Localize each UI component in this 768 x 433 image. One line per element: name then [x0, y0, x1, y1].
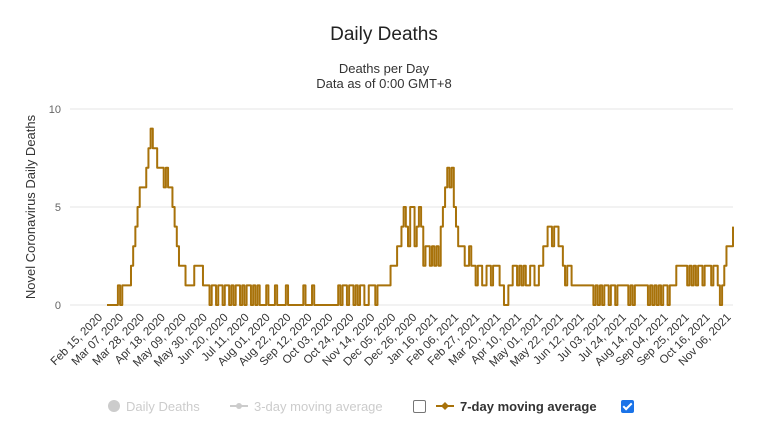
- series-group: [107, 127, 734, 306]
- legend-marker-line-diamond-icon: [436, 402, 454, 410]
- y-axis-label: Novel Coronavirus Daily Deaths: [23, 114, 38, 299]
- y-tick-label: 0: [55, 300, 61, 312]
- legend-label-7-day-average: 7-day moving average: [460, 398, 597, 414]
- chart-subtitle-line-2: Data as of 0:00 GMT+8: [316, 76, 452, 91]
- legend-label-daily-deaths: Daily Deaths: [126, 398, 200, 414]
- chart-title: Daily Deaths: [330, 24, 438, 45]
- daily-deaths-chart: 0 5 10 Novel Coronavirus Daily Deaths Feb …: [23, 104, 734, 370]
- legend-marker-circle-icon: [108, 400, 120, 412]
- legend-label-3-day-average: 3-day moving average: [254, 398, 383, 414]
- chart-legend: Daily Deaths 3-day moving average 7-day …: [0, 396, 768, 418]
- legend-item-daily-deaths[interactable]: Daily Deaths: [108, 396, 200, 416]
- series-line-7-day-average[interactable]: [107, 127, 734, 306]
- chart-subtitle: Deaths per Day Data as of 0:00 GMT+8: [0, 61, 768, 91]
- legend-marker-line-dot-icon: [230, 403, 248, 409]
- legend-item-3-day-average[interactable]: 3-day moving average: [230, 396, 383, 416]
- grid-lines: [70, 108, 733, 306]
- y-tick-label: 5: [55, 202, 61, 214]
- checkbox-7-day-average[interactable]: [621, 400, 634, 413]
- chart-subtitle-line-1: Deaths per Day: [338, 61, 430, 76]
- y-tick-label: 10: [49, 104, 61, 116]
- checkbox-3-day-average[interactable]: [413, 400, 426, 413]
- y-tick-labels: 0 5 10: [49, 104, 61, 312]
- legend-item-7-day-average[interactable]: 7-day moving average: [436, 396, 597, 416]
